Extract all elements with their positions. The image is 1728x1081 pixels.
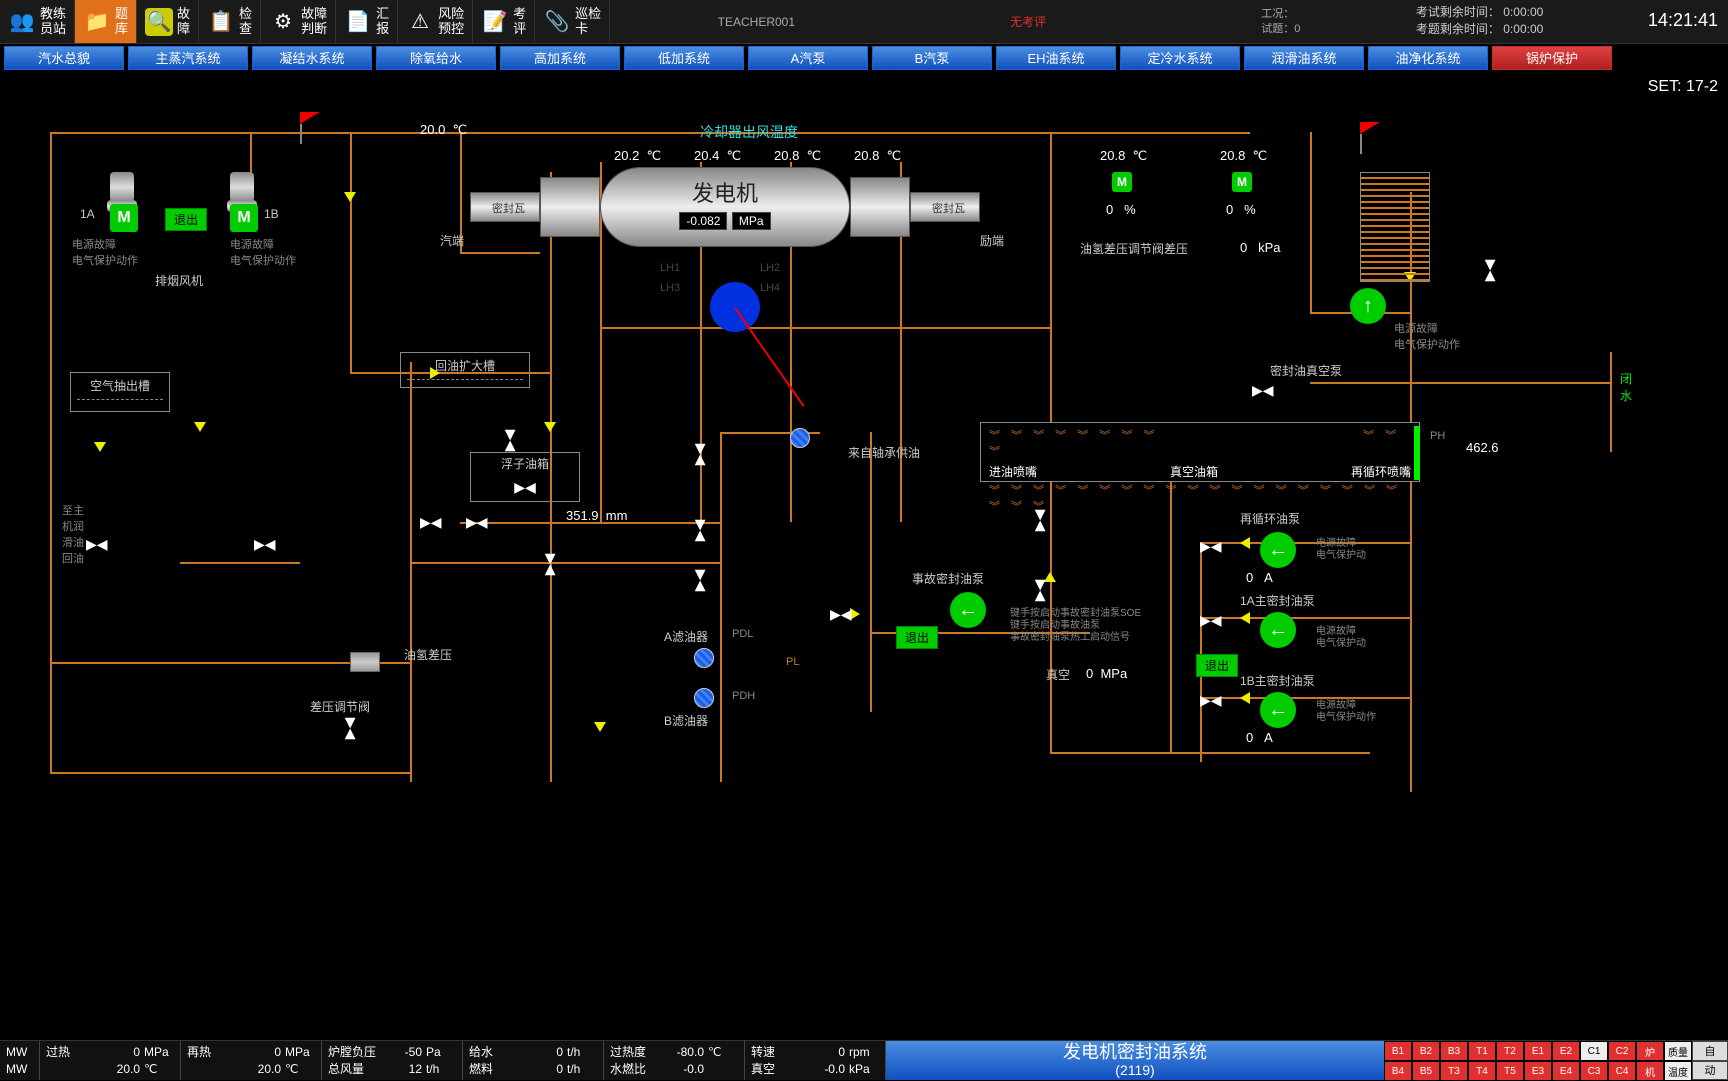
fan-exit-button[interactable]: 退出 (165, 208, 207, 231)
system-tabs: 汽水总貌主蒸汽系统凝结水系统除氧给水高加系统低加系统A汽泵B汽泵EH油系统定冷水… (0, 44, 1728, 72)
pump-exit-button[interactable]: 退出 (1196, 654, 1238, 677)
float-tank-label: 浮子油箱 (501, 457, 549, 471)
system-tab[interactable]: A汽泵 (748, 46, 868, 70)
system-tab[interactable]: EH油系统 (996, 46, 1116, 70)
generator-label: 发电机 (601, 168, 849, 208)
top-timers: 考试剩余时间： 0:00:00 考题剩余时间： 0:00:00 (1408, 0, 1648, 43)
toolbar-button[interactable]: 📁题库 (75, 0, 137, 43)
system-tab[interactable]: 除氧给水 (376, 46, 496, 70)
gen-pressure: -0.082 (679, 212, 727, 230)
fan-label: 排烟风机 (155, 272, 203, 289)
toolbar-button[interactable]: 👥教练员站 (0, 0, 75, 43)
air-tank-label: 空气抽出槽 (90, 379, 150, 393)
toolbar-button[interactable]: 📝考评 (473, 0, 535, 43)
toolbar-button[interactable]: ⚠风险预控 (398, 0, 473, 43)
system-tab[interactable]: 高加系统 (500, 46, 620, 70)
system-tab[interactable]: 主蒸汽系统 (128, 46, 248, 70)
cooler-title: 冷却器出风温度 (700, 122, 798, 142)
fan-b-motor[interactable]: M (230, 204, 258, 232)
toolbar-button[interactable]: 🔍故障 (137, 0, 199, 43)
return-tank-label: 回油扩大槽 (435, 359, 495, 373)
system-tab[interactable]: 定冷水系统 (1120, 46, 1240, 70)
emerg-pump-icon[interactable]: ← (950, 592, 986, 628)
system-tab[interactable]: 锅炉保护 (1492, 46, 1612, 70)
system-tab[interactable]: 汽水总貌 (4, 46, 124, 70)
teacher-id: TEACHER001 (718, 15, 795, 29)
system-tab[interactable]: 油净化系统 (1368, 46, 1488, 70)
toolbar-button[interactable]: 📄汇报 (336, 0, 398, 43)
vac-pump-icon[interactable]: ↑ (1350, 288, 1386, 324)
toolbar-button[interactable]: 📎巡检卡 (535, 0, 610, 43)
diagram-area: SET: 17-2 冷却器出风温度 20.0 ℃ 20.2 ℃ (0, 72, 1728, 1040)
toolbar-button[interactable]: 📋检查 (199, 0, 261, 43)
top-info: TEACHER001 无考评 工况： 试题：0 (610, 0, 1408, 43)
system-tab[interactable]: 润滑油系统 (1244, 46, 1364, 70)
set-label: SET: 17-2 (1648, 78, 1718, 96)
recirc-pump-icon[interactable]: ← (1260, 532, 1296, 568)
system-tab[interactable]: 凝结水系统 (252, 46, 372, 70)
toolbar-button[interactable]: ⚙故障判断 (261, 0, 336, 43)
eval-status: 无考评 (1010, 13, 1046, 30)
status-grid: B1B2B3T1T2E1E2C1C2炉质量B4B5T3T4T5E3E4C3C4机… (1384, 1041, 1692, 1080)
system-title: 发电机密封油系统 (2119) (886, 1041, 1384, 1080)
bottom-bar: MW MW 过热0MPa 20.0℃再热0MPa 20.0℃炉膛负压-50Pa … (0, 1040, 1728, 1080)
pump-1b-icon[interactable]: ← (1260, 692, 1296, 728)
pump-1a-icon[interactable]: ← (1260, 612, 1296, 648)
clock: 14:21:41 (1648, 0, 1728, 43)
side-buttons: 自 动 (1692, 1041, 1728, 1080)
system-tab[interactable]: 低加系统 (624, 46, 744, 70)
top-toolbar: 👥教练员站📁题库🔍故障📋检查⚙故障判断📄汇报⚠风险预控📝考评📎巡检卡 TEACH… (0, 0, 1728, 44)
fan-a-motor[interactable]: M (110, 204, 138, 232)
emerg-exit-button[interactable]: 退出 (896, 626, 938, 649)
system-tab[interactable]: B汽泵 (872, 46, 992, 70)
